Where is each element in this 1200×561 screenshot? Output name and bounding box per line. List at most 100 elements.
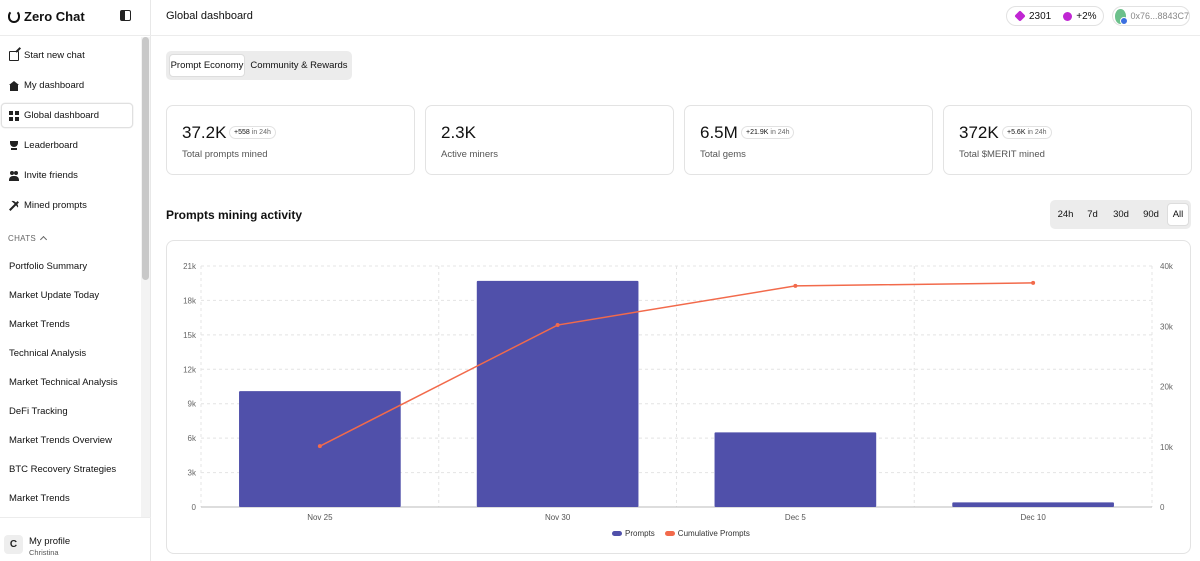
stat-label: Total gems	[700, 149, 746, 160]
stat-delta: +5.6K	[1007, 129, 1026, 136]
stat-card-total-merit: 372K +5.6K in 24h Total $MERIT mined	[943, 105, 1192, 175]
x-tick-label: Dec 5	[785, 513, 806, 522]
page-title: Global dashboard	[166, 10, 253, 22]
x-tick-label: Nov 30	[545, 513, 571, 522]
nav-item-leaderboard[interactable]: Leaderboard	[1, 133, 133, 158]
stat-label: Active miners	[441, 149, 499, 160]
chat-item[interactable]: Market Trends	[9, 319, 70, 330]
chat-list: Portfolio Summary Market Update Today Ma…	[0, 252, 140, 513]
nav-item-label: Invite friends	[24, 170, 78, 181]
chat-item[interactable]: Market Technical Analysis	[9, 377, 118, 388]
nav-item-mined-prompts[interactable]: Mined prompts	[1, 193, 133, 218]
chat-item[interactable]: Technical Analysis	[9, 348, 87, 359]
bar-prompts	[239, 391, 401, 507]
chart-legend: Prompts Cumulative Prompts	[612, 529, 756, 538]
chat-item[interactable]: Market Trends Overview	[9, 435, 112, 446]
y-right-tick-label: 30k	[1160, 322, 1174, 331]
x-tick-label: Dec 10	[1020, 513, 1046, 522]
y-left-tick-label: 15k	[183, 331, 197, 340]
y-left-tick-label: 6k	[188, 434, 197, 443]
point-cumulative-prompts	[793, 283, 798, 288]
x-tick-label: Nov 25	[307, 513, 333, 522]
nav-item-invite-friends[interactable]: Invite friends	[1, 163, 133, 188]
y-right-tick-label: 0	[1160, 503, 1165, 512]
stat-delta-badge: +21.9K in 24h	[741, 126, 795, 139]
range-24h-button[interactable]: 24h	[1057, 209, 1074, 220]
bar-prompts	[952, 502, 1114, 507]
stat-label: Total prompts mined	[182, 149, 268, 160]
gem-icon	[1014, 10, 1026, 22]
stat-delta: +21.9K	[746, 129, 769, 136]
chat-item[interactable]: Market Update Today	[9, 290, 100, 301]
profile-label: My profile	[29, 536, 71, 547]
stat-card-total-prompts: 37.2K +558 in 24h Total prompts mined	[166, 105, 415, 175]
range-30d-button[interactable]: 30d	[1113, 209, 1129, 220]
stat-delta-suffix: in 24h	[1027, 129, 1047, 136]
dashboard-tabs: Prompt Economy Community & Rewards	[166, 51, 352, 80]
legend-label: Prompts	[625, 529, 655, 538]
trophy-icon	[9, 140, 19, 151]
sidebar-toggle-icon[interactable]	[120, 10, 131, 21]
gems-count: 2301	[1029, 10, 1052, 22]
point-cumulative-prompts	[317, 444, 322, 449]
profile-button[interactable]: C My profile Christina	[0, 517, 151, 561]
scrollbar-thumb[interactable]	[142, 37, 149, 280]
chat-item[interactable]: Market Trends	[9, 493, 70, 504]
sidebar-scrollbar[interactable]	[141, 37, 150, 517]
y-right-tick-label: 10k	[1160, 443, 1174, 452]
sidebar: Zero Chat Start new chat My dashboard Gl…	[0, 0, 151, 561]
chat-item[interactable]: Portfolio Summary	[9, 261, 88, 272]
y-left-tick-label: 18k	[183, 296, 197, 305]
chart-card: 0 3k 6k 9k 12k 15k 18k 21k 0 10k 20k 30k 40k Nov 25 No…	[166, 240, 1191, 554]
wallet-button[interactable]: 0x76...8843C7	[1112, 6, 1190, 26]
stat-delta-badge: +5.6K in 24h	[1002, 126, 1052, 139]
bar-prompts	[714, 432, 877, 507]
nav-item-label: Start new chat	[24, 50, 85, 61]
app-logo[interactable]: Zero Chat	[8, 9, 85, 24]
edit-icon	[9, 50, 19, 61]
logo-row: Zero Chat	[0, 0, 151, 36]
y-right-tick-label: 40k	[1160, 262, 1174, 271]
tab-community-rewards[interactable]: Community & Rewards	[250, 60, 348, 71]
stat-value: 372K	[959, 123, 999, 142]
nav-item-label: Global dashboard	[24, 110, 99, 121]
nav-item-label: Mined prompts	[24, 200, 87, 211]
chats-header-label: CHATS	[8, 234, 37, 243]
nav-item-start-new-chat[interactable]: Start new chat	[1, 43, 133, 68]
point-cumulative-prompts	[555, 323, 560, 328]
wallet-avatar-icon	[1115, 8, 1130, 25]
y-left-tick-label: 0	[192, 503, 197, 512]
chart-section-title: Prompts mining activity	[166, 208, 303, 222]
chat-item[interactable]: DeFi Tracking	[9, 406, 68, 417]
y-left-tick-label: 3k	[188, 469, 197, 478]
sidebar-nav: Start new chat My dashboard Global dashb…	[0, 43, 140, 223]
stat-delta: +558	[234, 129, 250, 136]
rewards-pill[interactable]: 2301 +2%	[1006, 6, 1104, 26]
stat-value: 37.2K	[182, 123, 227, 142]
range-90d-button[interactable]: 90d	[1143, 209, 1159, 220]
stat-delta-suffix: in 24h	[770, 129, 790, 136]
stat-card-active-miners: 2.3K Active miners	[425, 105, 674, 175]
nav-item-label: My dashboard	[24, 80, 85, 91]
nav-item-my-dashboard[interactable]: My dashboard	[1, 73, 133, 98]
chat-item[interactable]: BTC Recovery Strategies	[9, 464, 117, 475]
legend-item-cumulative[interactable]: Cumulative Prompts	[664, 529, 750, 538]
range-all-button[interactable]: All	[1167, 203, 1189, 226]
stat-value: 2.3K	[441, 123, 476, 142]
stat-delta-badge: +558 in 24h	[229, 126, 276, 139]
nav-item-global-dashboard[interactable]: Global dashboard	[1, 103, 133, 128]
stat-label: Total $MERIT mined	[959, 149, 1045, 160]
y-right-tick-label: 20k	[1160, 383, 1174, 392]
tab-prompt-economy[interactable]: Prompt Economy	[169, 54, 245, 77]
y-left-tick-label: 9k	[188, 400, 197, 409]
time-range-selector: 24h 7d 30d 90d All	[1050, 200, 1191, 229]
wallet-address: 0x76...8843C7	[1130, 11, 1189, 21]
nav-item-label: Leaderboard	[24, 140, 78, 151]
profile-username: Christina	[29, 548, 59, 557]
legend-swatch	[612, 531, 622, 536]
range-7d-button[interactable]: 7d	[1087, 209, 1098, 220]
legend-item-prompts[interactable]: Prompts	[612, 529, 655, 538]
chats-section-toggle[interactable]: CHATS	[8, 234, 48, 244]
merit-icon	[1063, 11, 1073, 21]
top-header: Global dashboard 2301 +2% 0x76...8843C7	[151, 0, 1200, 36]
